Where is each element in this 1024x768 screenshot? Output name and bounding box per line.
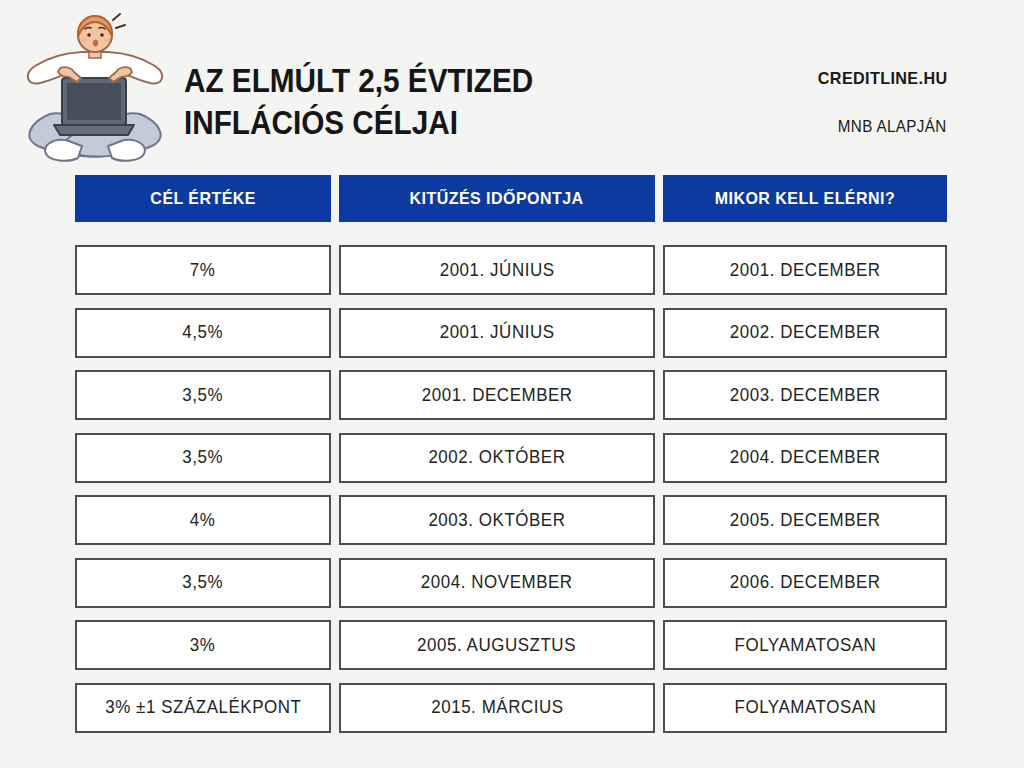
cell-target-value: 7%	[75, 245, 331, 295]
cell-set-date: 2015. MÁRCIUS	[339, 683, 655, 733]
cell-set-date: 2001. JÚNIUS	[339, 245, 655, 295]
column-header-target-value: CÉL ÉRTÉKE	[75, 175, 331, 222]
table-row: 3,5% 2001. DECEMBER 2003. DECEMBER	[75, 370, 947, 420]
title-line-1: AZ ELMÚLT 2,5 ÉVTIZED	[184, 60, 533, 102]
page-title: AZ ELMÚLT 2,5 ÉVTIZED INFLÁCIÓS CÉLJAI	[184, 60, 533, 144]
brand-name: CREDITLINE.HU	[817, 69, 947, 89]
cell-target-value: 3,5%	[75, 433, 331, 483]
cell-deadline: 2002. DECEMBER	[663, 308, 947, 358]
cell-deadline: 2006. DECEMBER	[663, 558, 947, 608]
title-line-2: INFLÁCIÓS CÉLJAI	[184, 102, 533, 144]
table-row: 3,5% 2002. OKTÓBER 2004. DECEMBER	[75, 433, 947, 483]
table-header-row: CÉL ÉRTÉKE KITŰZÉS IDŐPONTJA MIKOR KELL …	[75, 175, 947, 222]
data-source: MNB ALAPJÁN	[838, 118, 947, 136]
cell-deadline: FOLYAMATOSAN	[663, 620, 947, 670]
cell-set-date: 2004. NOVEMBER	[339, 558, 655, 608]
cell-target-value: 3,5%	[75, 370, 331, 420]
cell-deadline: 2003. DECEMBER	[663, 370, 947, 420]
column-header-set-date: KITŰZÉS IDŐPONTJA	[339, 175, 655, 222]
cell-target-value: 4,5%	[75, 308, 331, 358]
table-row: 4,5% 2001. JÚNIUS 2002. DECEMBER	[75, 308, 947, 358]
cell-set-date: 2001. JÚNIUS	[339, 308, 655, 358]
table-row: 4% 2003. OKTÓBER 2005. DECEMBER	[75, 495, 947, 545]
column-header-deadline: MIKOR KELL ELÉRNI?	[663, 175, 947, 222]
cell-target-value: 3,5%	[75, 558, 331, 608]
person-laptop-illustration	[10, 4, 180, 169]
table-row: 7% 2001. JÚNIUS 2001. DECEMBER	[75, 245, 947, 295]
cell-target-value: 4%	[75, 495, 331, 545]
infographic-canvas: AZ ELMÚLT 2,5 ÉVTIZED INFLÁCIÓS CÉLJAI C…	[0, 0, 1024, 768]
cell-deadline: 2001. DECEMBER	[663, 245, 947, 295]
cell-deadline: FOLYAMATOSAN	[663, 683, 947, 733]
table-body: 7% 2001. JÚNIUS 2001. DECEMBER 4,5% 2001…	[75, 245, 947, 733]
cell-set-date: 2003. OKTÓBER	[339, 495, 655, 545]
cell-deadline: 2004. DECEMBER	[663, 433, 947, 483]
inflation-targets-table: CÉL ÉRTÉKE KITŰZÉS IDŐPONTJA MIKOR KELL …	[75, 175, 947, 733]
cell-target-value: 3%	[75, 620, 331, 670]
table-row: 3% 2005. AUGUSZTUS FOLYAMATOSAN	[75, 620, 947, 670]
cell-target-value: 3% ±1 SZÁZALÉKPONT	[75, 683, 331, 733]
table-row: 3% ±1 SZÁZALÉKPONT 2015. MÁRCIUS FOLYAMA…	[75, 683, 947, 733]
table-row: 3,5% 2004. NOVEMBER 2006. DECEMBER	[75, 558, 947, 608]
cell-set-date: 2005. AUGUSZTUS	[339, 620, 655, 670]
cell-set-date: 2002. OKTÓBER	[339, 433, 655, 483]
cell-deadline: 2005. DECEMBER	[663, 495, 947, 545]
cell-set-date: 2001. DECEMBER	[339, 370, 655, 420]
